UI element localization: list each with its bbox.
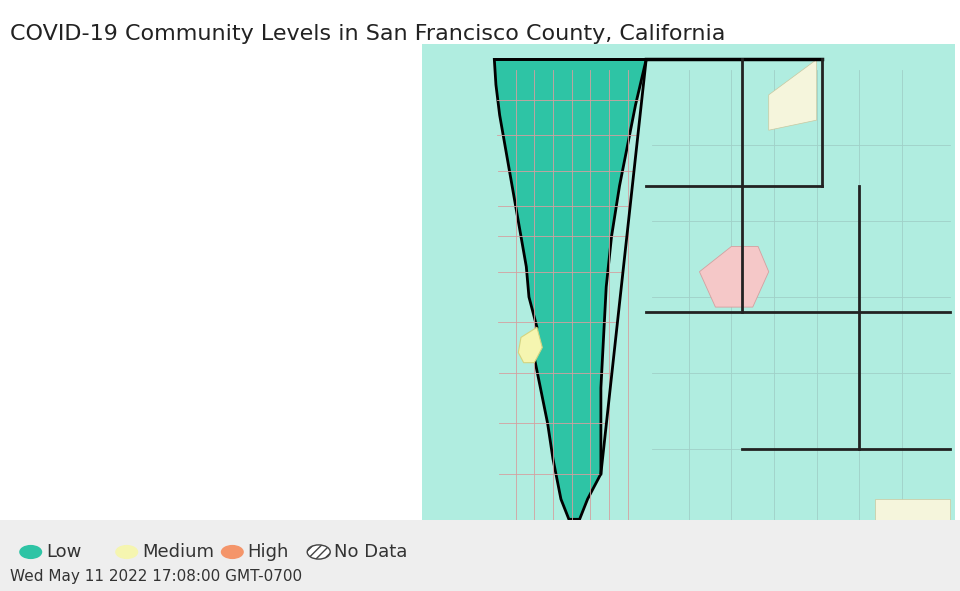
Circle shape (19, 545, 42, 559)
Polygon shape (769, 60, 817, 130)
Polygon shape (494, 60, 646, 519)
Text: COVID-19 Community Levels in San Francisco County, California: COVID-19 Community Levels in San Francis… (10, 24, 725, 44)
Polygon shape (876, 499, 949, 530)
Polygon shape (518, 327, 542, 363)
Text: High: High (248, 543, 289, 561)
Text: Low: Low (46, 543, 82, 561)
Circle shape (307, 545, 330, 559)
Text: Medium: Medium (142, 543, 214, 561)
Circle shape (221, 545, 244, 559)
FancyBboxPatch shape (422, 44, 955, 550)
Circle shape (115, 545, 138, 559)
Text: Wed May 11 2022 17:08:00 GMT-0700: Wed May 11 2022 17:08:00 GMT-0700 (10, 569, 301, 584)
Text: No Data: No Data (334, 543, 407, 561)
FancyBboxPatch shape (0, 520, 960, 591)
Polygon shape (700, 246, 769, 307)
